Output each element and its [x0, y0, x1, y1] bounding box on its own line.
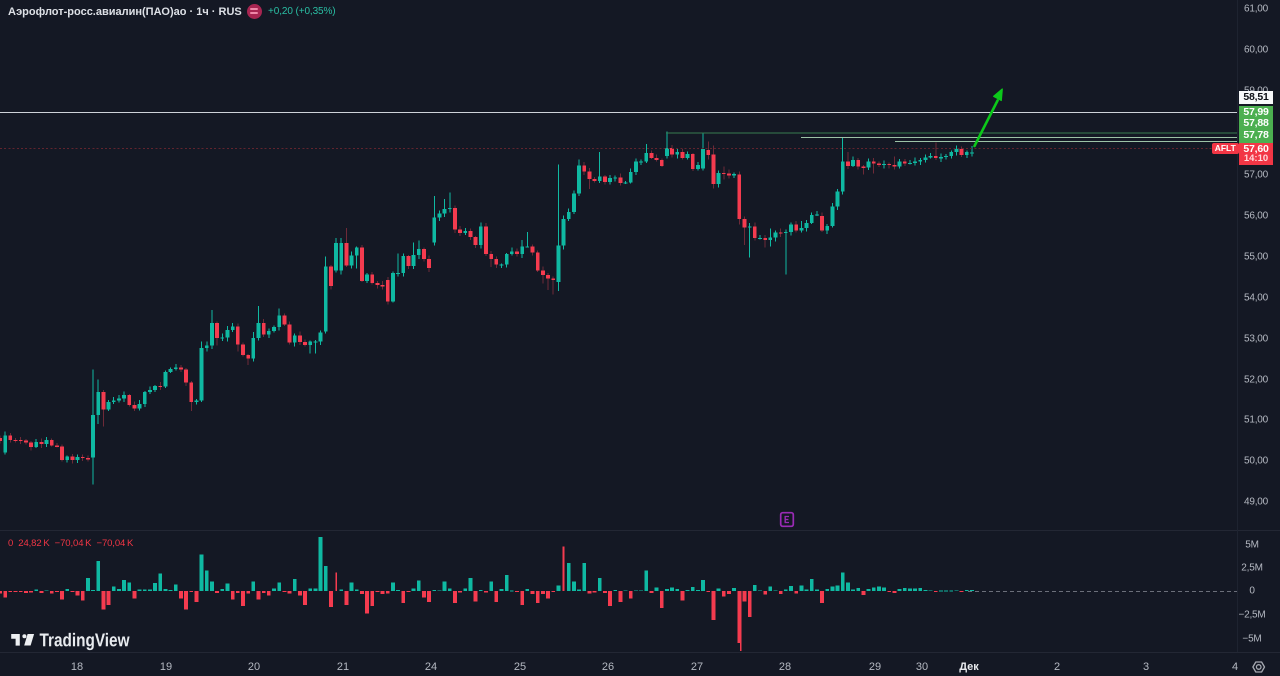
svg-text:TradingView: TradingView	[39, 630, 130, 650]
